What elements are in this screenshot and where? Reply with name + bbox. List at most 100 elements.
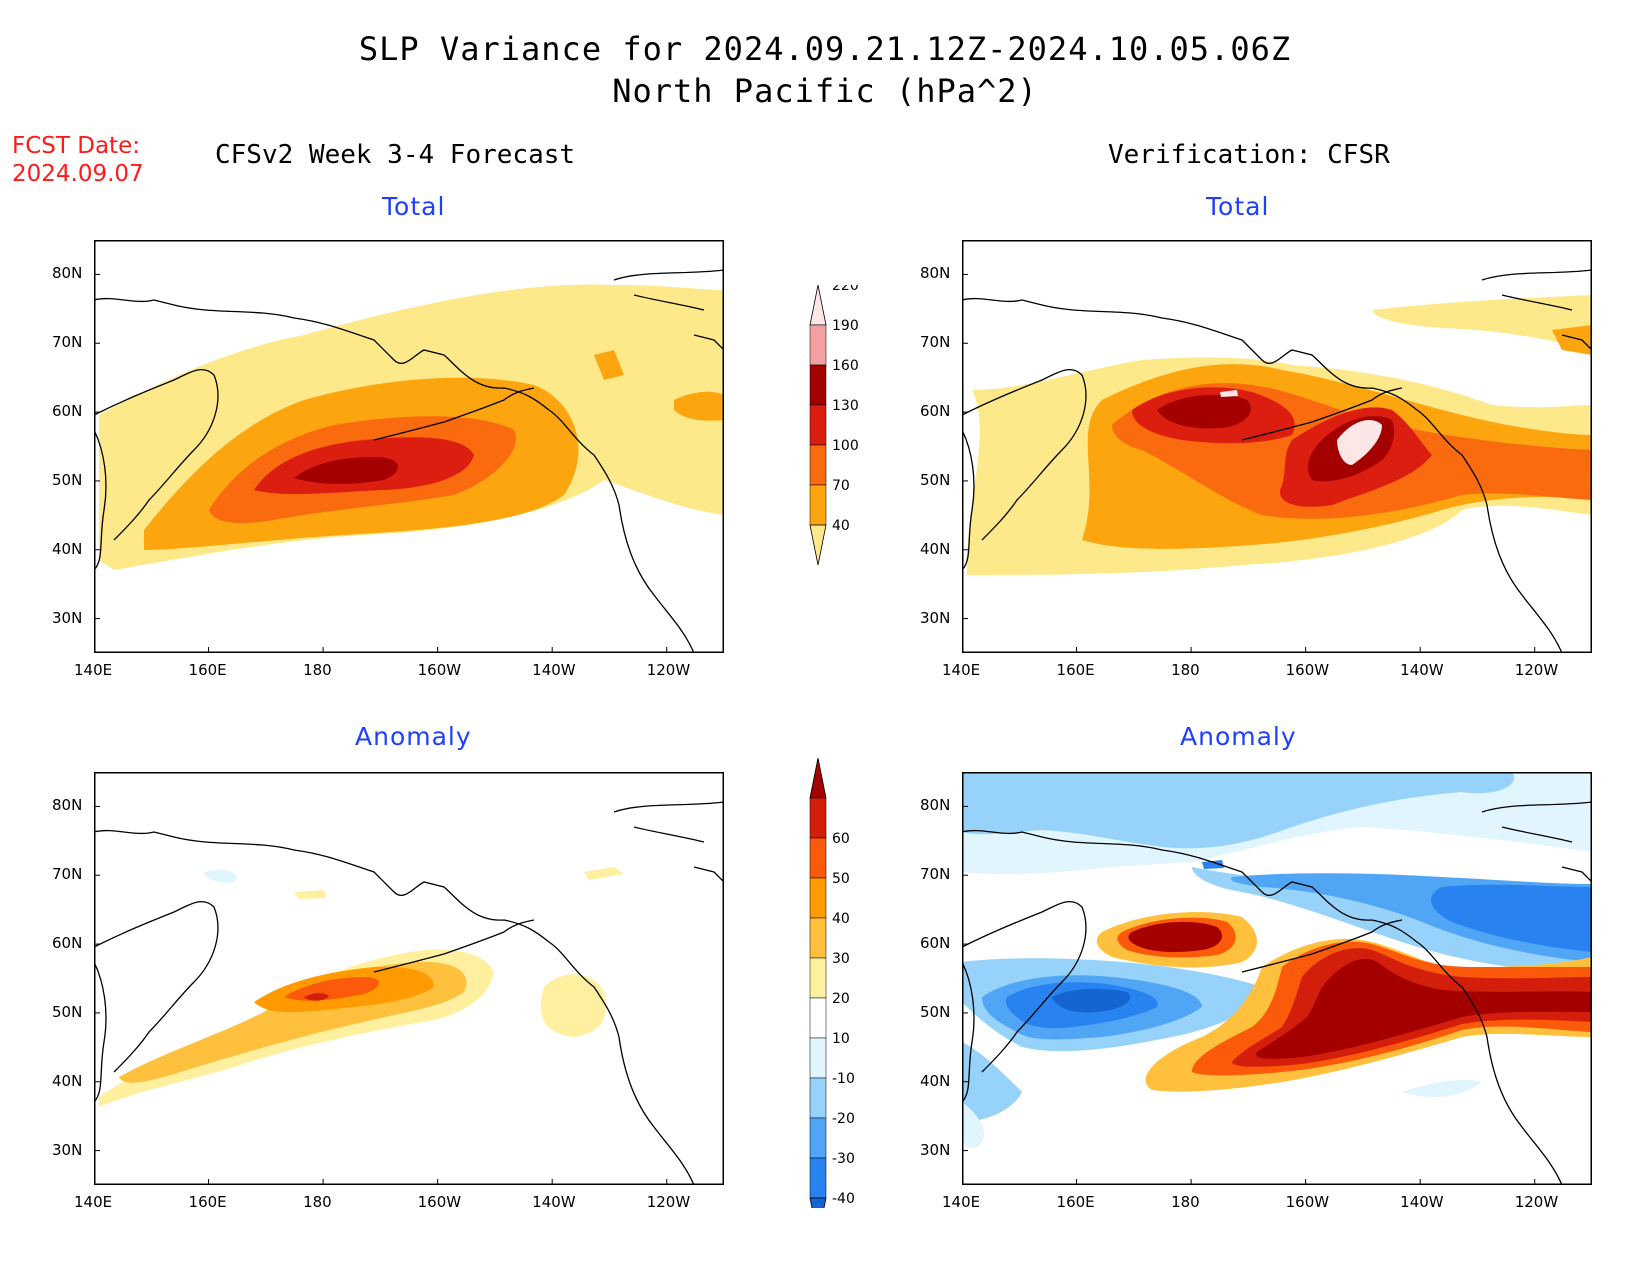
colorbar-segment (809, 1037, 827, 1079)
colorbar-label: 40 (832, 518, 850, 534)
lat-tick-label: 50N (52, 1002, 83, 1021)
lon-tick-label: 140E (74, 1193, 113, 1211)
map-frame (962, 240, 1592, 653)
lat-tick-label: 40N (920, 539, 951, 558)
lon-tick-label: 160W (417, 1193, 462, 1211)
lat-tick-label: 60N (52, 402, 83, 421)
colorbar-label: -30 (832, 1151, 855, 1167)
shading-fcst-anomaly (99, 867, 624, 1107)
lon-tick-label: 120W (1514, 661, 1559, 679)
fcst-date-value: 2024.09.07 (12, 161, 144, 187)
colorbar-segment (809, 877, 827, 919)
colorbar-label: 100 (832, 438, 859, 454)
colorbar-segment (809, 837, 827, 879)
lon-tick-label: 120W (646, 1193, 691, 1211)
coastline-fcst-anomaly (94, 801, 724, 1185)
colorbar-label: 50 (832, 871, 850, 887)
map-frame (94, 240, 724, 653)
coastline-verif-total (962, 269, 1592, 653)
shading-verif-total (967, 295, 1592, 575)
lat-tick-label: 30N (52, 1140, 83, 1159)
colorbar-bottom-arrow (809, 524, 827, 566)
lon-tick-label: 180 (1171, 1193, 1200, 1211)
shading-verif-anomaly (962, 772, 1592, 1185)
lat-tick-label: 40N (920, 1071, 951, 1090)
colorbar-top-arrow (809, 758, 827, 799)
panel-subtitle-fcst-total: Total (382, 192, 446, 221)
colorbar-segment (809, 997, 827, 1039)
main-subtitle: North Pacific (hPa^2) (612, 72, 1038, 110)
colorbar-label: 130 (832, 398, 859, 414)
lon-tick-label: 140E (942, 661, 981, 679)
lat-tick-label: 50N (52, 470, 83, 489)
lat-tick-label: 70N (52, 333, 83, 352)
lon-tick-label: 120W (646, 661, 691, 679)
colorbar-label: 20 (832, 991, 850, 1007)
lon-tick-label: 160W (417, 661, 462, 679)
lat-tick-label: 60N (920, 934, 951, 953)
lon-tick-label: 140W (532, 661, 576, 679)
main-title: SLP Variance for 2024.09.21.12Z-2024.10.… (358, 30, 1292, 68)
colorbar-segment (809, 917, 827, 959)
map-frame (94, 772, 724, 1185)
colorbar-segment (809, 797, 827, 839)
colorbar-segment (809, 957, 827, 999)
colorbar-label: 160 (832, 358, 859, 374)
colorbar-label: 60 (832, 831, 850, 847)
colorbar-segment (809, 364, 827, 406)
lat-tick-label: 40N (52, 1071, 83, 1090)
lon-tick-label: 160E (1056, 1193, 1095, 1211)
lon-tick-label: 160W (1285, 661, 1330, 679)
colorbar-label: -20 (832, 1111, 855, 1127)
map-panel-verif-anomaly (962, 772, 1592, 1185)
lat-tick-label: 30N (920, 1140, 951, 1159)
lat-tick-label: 80N (920, 796, 951, 815)
lat-tick-label: 70N (920, 865, 951, 884)
lon-tick-label: 160E (188, 661, 227, 679)
map-panel-verif-total (962, 240, 1592, 653)
lon-tick-label: 160E (1056, 661, 1095, 679)
colorbar-label: 10 (832, 1031, 850, 1047)
map-panel-fcst-total (94, 240, 724, 653)
colorbar-label: 30 (832, 951, 850, 967)
panel-subtitle-verif-total: Total (1206, 192, 1270, 221)
colorbar-segment (809, 404, 827, 446)
lat-tick-label: 60N (52, 934, 83, 953)
colorbar-segment (809, 1117, 827, 1159)
lat-tick-label: 70N (52, 865, 83, 884)
lon-tick-label: 180 (303, 661, 332, 679)
panel-subtitle-verif-anomaly: Anomaly (1180, 722, 1297, 751)
colorbar-bottom-arrow (809, 1197, 827, 1208)
lon-tick-label: 180 (1171, 661, 1200, 679)
colorbar-anomaly: -40 -30 -20 -10 10 20 30 40 50 60 (809, 758, 855, 1208)
lon-tick-label: 140E (942, 1193, 981, 1211)
lat-tick-label: 50N (920, 1002, 951, 1021)
colorbar-label: 40 (832, 911, 850, 927)
lon-tick-label: 120W (1514, 1193, 1559, 1211)
panel-subtitle-fcst-anomaly: Anomaly (355, 722, 472, 751)
colorbar-label: 190 (832, 318, 859, 334)
lat-tick-label: 50N (920, 470, 951, 489)
coastline-verif-anomaly (962, 801, 1592, 1185)
lon-tick-label: 140E (74, 661, 113, 679)
colorbar-label: -10 (832, 1071, 855, 1087)
colorbar-segment (809, 1157, 827, 1199)
lat-tick-label: 80N (52, 796, 83, 815)
lon-tick-label: 140W (1400, 661, 1444, 679)
lon-tick-label: 180 (303, 1193, 332, 1211)
map-panel-fcst-anomaly (94, 772, 724, 1185)
forecast-header: CFSv2 Week 3-4 Forecast (215, 140, 576, 170)
lat-tick-label: 40N (52, 539, 83, 558)
colorbar-segment (809, 444, 827, 486)
lat-tick-label: 30N (920, 608, 951, 627)
colorbar-top-arrow (809, 285, 827, 326)
lat-tick-label: 30N (52, 608, 83, 627)
lat-tick-label: 80N (920, 264, 951, 283)
lat-tick-label: 60N (920, 402, 951, 421)
fcst-date-label: FCST Date: (12, 133, 140, 159)
colorbar-segment (809, 484, 827, 526)
colorbar-label: 70 (832, 478, 850, 494)
lat-tick-label: 70N (920, 333, 951, 352)
coastline-fcst-total (94, 269, 724, 653)
lon-tick-label: 140W (1400, 1193, 1444, 1211)
